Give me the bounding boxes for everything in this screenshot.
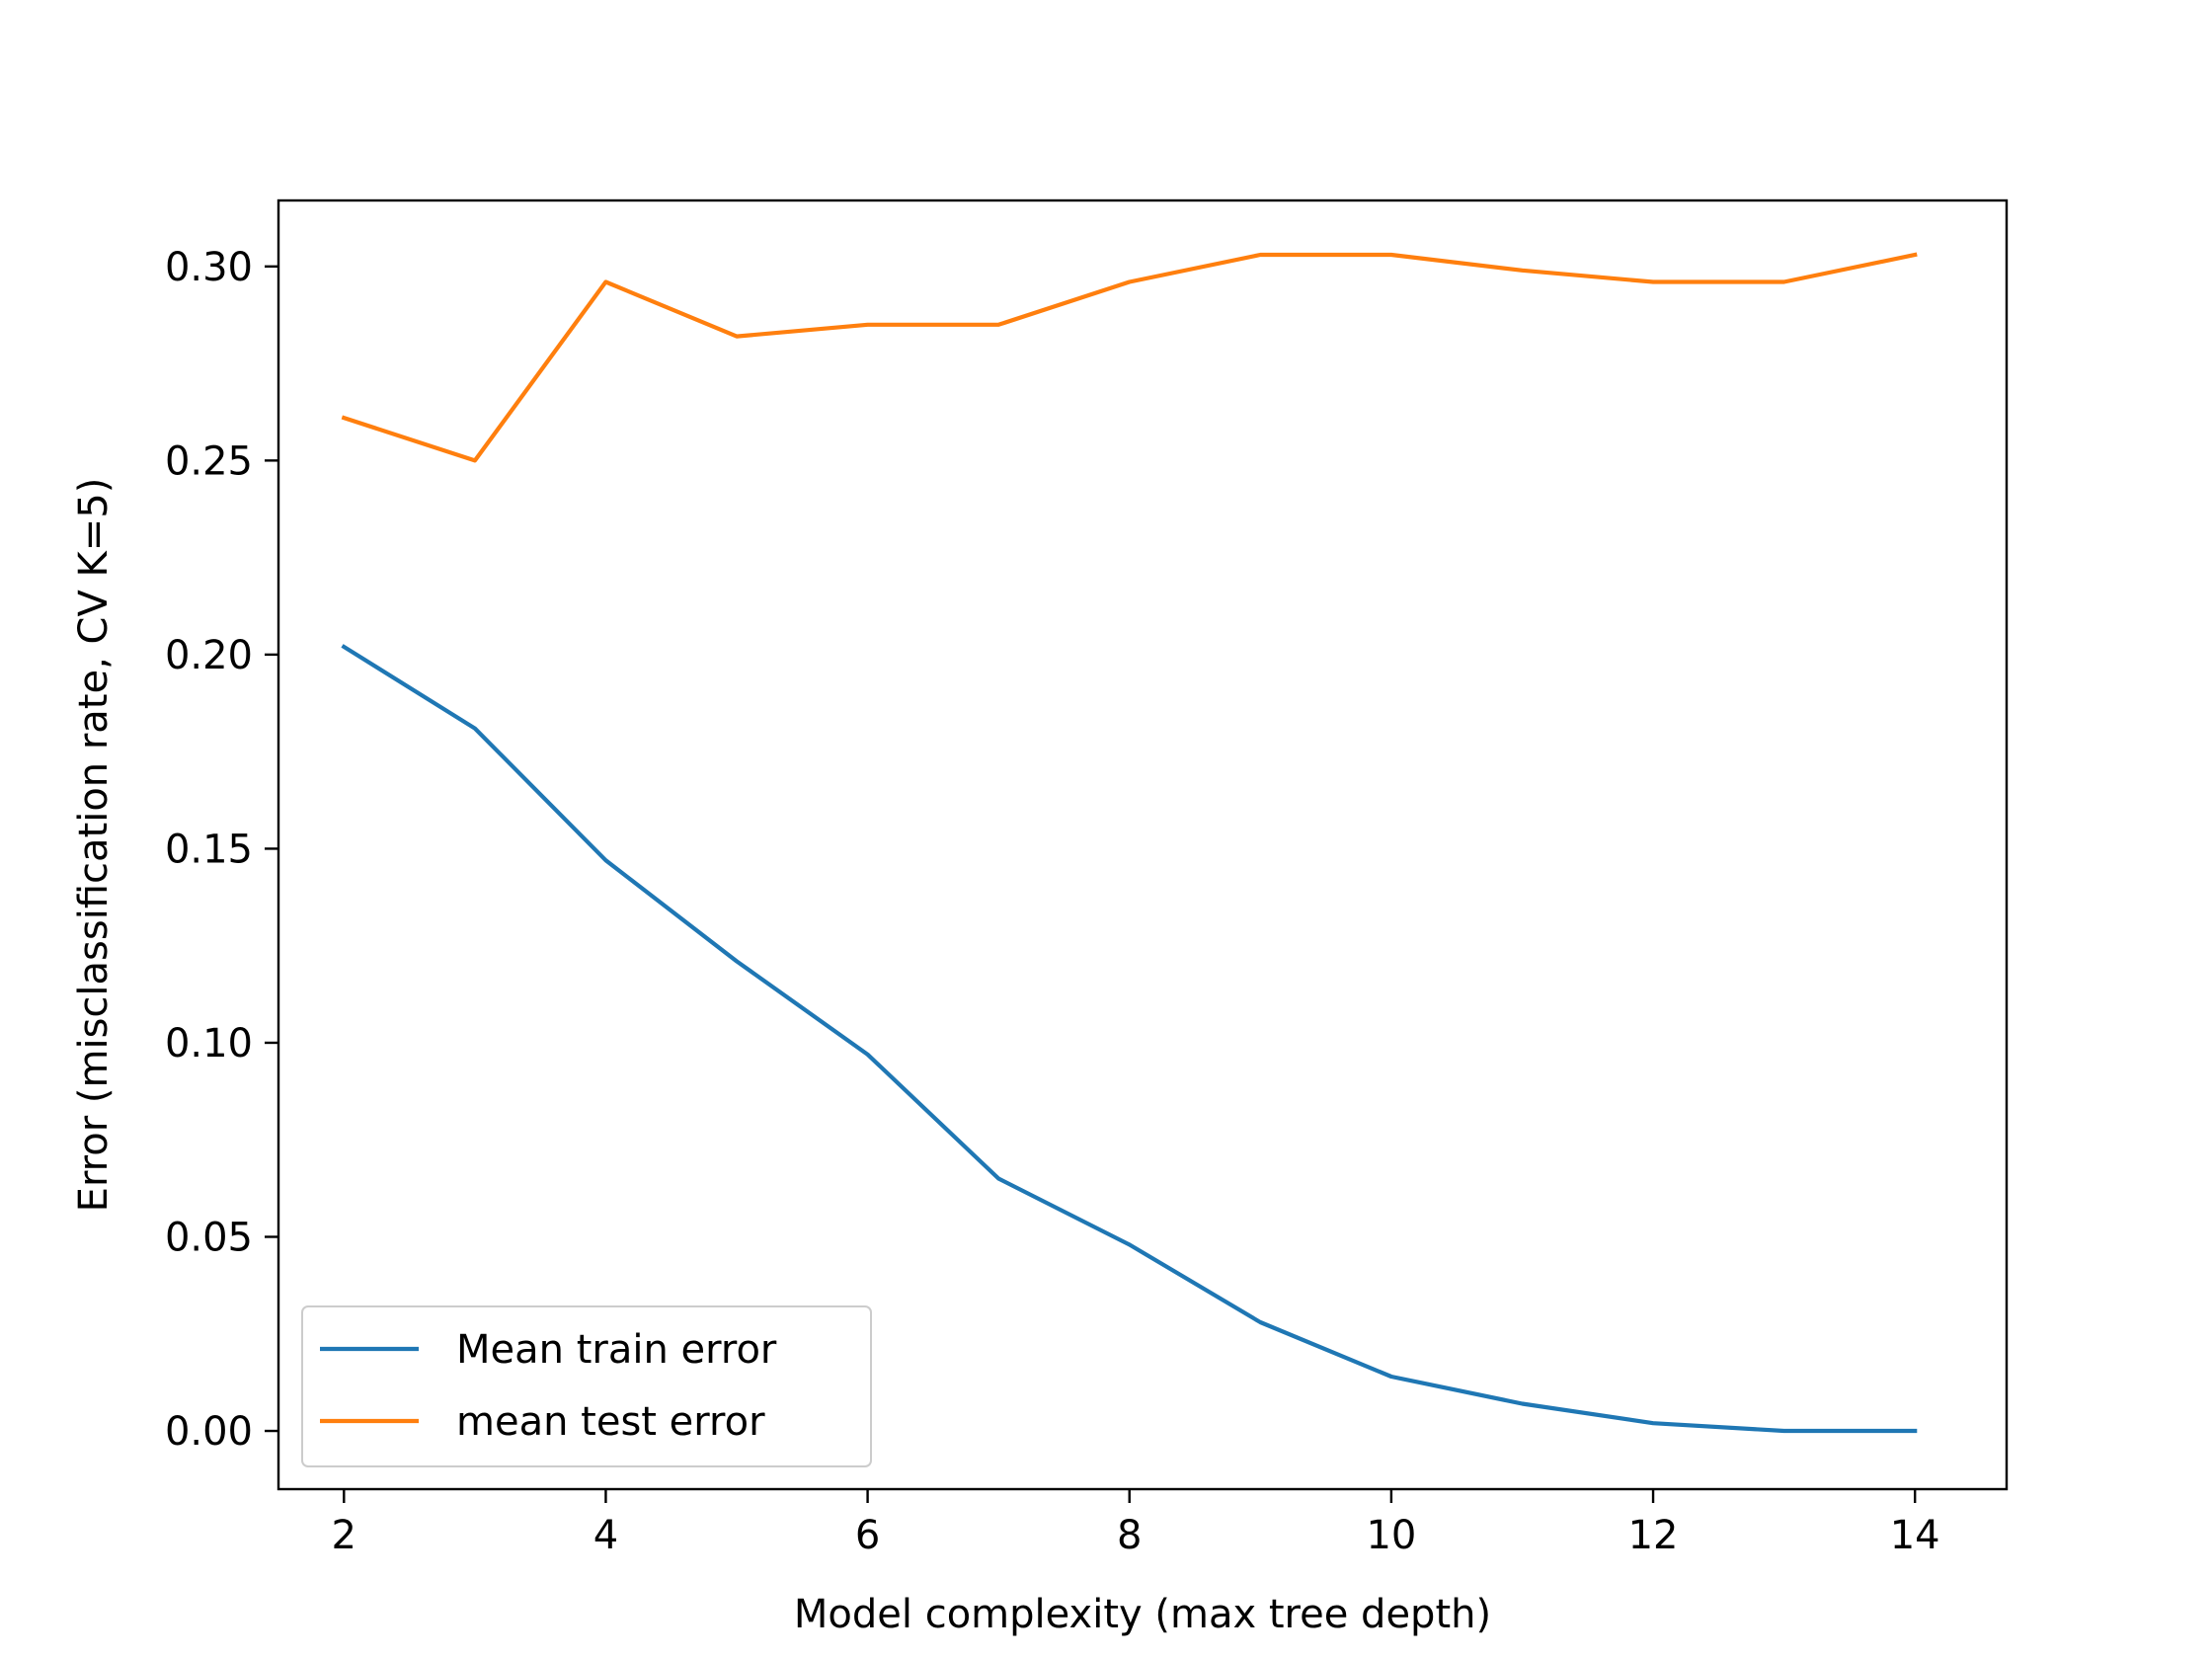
y-axis-label: Error (misclassification rate, CV K=5) bbox=[71, 478, 117, 1213]
y-tick-label: 0.25 bbox=[165, 438, 253, 484]
x-tick-label: 2 bbox=[332, 1513, 356, 1558]
x-tick-label: 6 bbox=[855, 1513, 880, 1558]
y-tick-label: 0.10 bbox=[165, 1021, 253, 1066]
y-tick-label: 0.05 bbox=[165, 1216, 253, 1261]
x-tick-label: 12 bbox=[1628, 1513, 1679, 1558]
y-tick-label: 0.00 bbox=[165, 1409, 253, 1455]
legend-box bbox=[301, 1305, 872, 1467]
y-tick-label: 0.15 bbox=[165, 827, 253, 872]
x-tick-label: 10 bbox=[1366, 1513, 1416, 1558]
axes-frame bbox=[276, 198, 2009, 1491]
legend-label: Mean train error bbox=[456, 1327, 777, 1373]
legend-label: mean test error bbox=[456, 1399, 765, 1445]
y-tick-label: 0.20 bbox=[165, 633, 253, 678]
series-line-test bbox=[341, 252, 1918, 463]
x-tick-label: 4 bbox=[593, 1513, 618, 1558]
legend: Mean train error mean test error bbox=[301, 1305, 872, 1467]
x-tick-label: 14 bbox=[1890, 1513, 1940, 1558]
x-axis-ticks: 2 4 6 8 10 12 14 bbox=[332, 1489, 1940, 1558]
x-axis-label: Model complexity (max tree depth) bbox=[794, 1592, 1491, 1637]
x-tick-label: 8 bbox=[1117, 1513, 1142, 1558]
legend-entries: Mean train error mean test error bbox=[320, 1327, 777, 1445]
series-line-train bbox=[341, 644, 1918, 1434]
series-layer bbox=[341, 252, 1918, 1434]
y-tick-label: 0.30 bbox=[165, 245, 253, 290]
plot-area bbox=[276, 198, 2009, 1491]
y-axis-ticks: 0.00 0.05 0.10 0.15 0.20 0.25 0.30 bbox=[165, 245, 278, 1455]
